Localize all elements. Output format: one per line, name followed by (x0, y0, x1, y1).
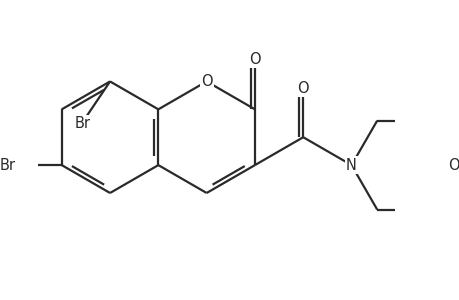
Text: N: N (345, 158, 356, 172)
Text: Br: Br (74, 116, 90, 131)
Text: O: O (448, 158, 459, 172)
Text: O: O (249, 52, 260, 67)
Text: O: O (201, 74, 212, 89)
Text: Br: Br (0, 158, 16, 172)
Text: O: O (297, 81, 308, 96)
